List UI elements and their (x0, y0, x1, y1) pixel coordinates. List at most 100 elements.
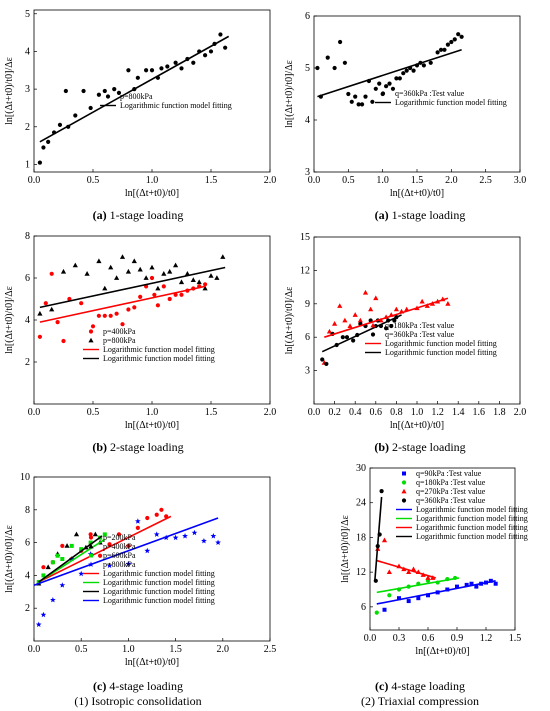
data-point (326, 328, 333, 334)
data-point (173, 60, 178, 65)
y-tick-label: 9 (305, 299, 310, 310)
y-axis-label: ln[(Δt+t0)/t0]/Δε (4, 286, 15, 354)
data-point (159, 66, 164, 71)
fit-line (374, 496, 383, 581)
data-point (72, 262, 78, 268)
fit-line (38, 535, 103, 583)
legend-label: Logarithmic function model fitting (416, 505, 528, 514)
caption-a1: (a) 1-stage loading (93, 208, 184, 222)
y-tick-label: 6 (305, 332, 310, 343)
y-tick-label: 2 (25, 603, 30, 614)
x-tick-label: 0.5 (75, 644, 88, 655)
data-point (41, 565, 46, 570)
data-point (320, 357, 325, 362)
data-point (342, 60, 347, 65)
data-point (145, 515, 150, 521)
legend-label: q=270kPa :Test value (416, 487, 486, 496)
legend-label: Logarithmic function model fitting (416, 514, 528, 523)
data-point (173, 262, 179, 268)
data-point (55, 553, 60, 558)
y-tick-label: 6 (305, 11, 310, 22)
data-point (196, 279, 202, 285)
y-axis-label: ln[(Δt+t0)/t0]/Δε (4, 57, 15, 125)
legend-label: Logarithmic function model fitting (103, 345, 215, 354)
data-point (469, 581, 474, 586)
data-point (488, 578, 493, 583)
data-point (456, 32, 461, 37)
data-point (374, 610, 379, 615)
legend-label: Logarithmic function model fitting (103, 596, 215, 605)
caption-b2: (b) 2-stage loading (374, 440, 465, 454)
data-point (120, 322, 125, 327)
data-point (394, 76, 399, 81)
data-point (406, 569, 412, 575)
data-point (389, 323, 394, 329)
data-point (203, 53, 208, 58)
caption-a2: (a) 1-stage loading (375, 208, 466, 222)
data-point (79, 301, 84, 306)
legend-label: Logarithmic function model fitting (120, 101, 232, 110)
y-tick-label: 2 (25, 357, 30, 368)
data-point (411, 68, 416, 73)
data-point (41, 573, 46, 578)
legend-swatch (401, 488, 407, 494)
data-point (387, 593, 392, 598)
data-point (357, 317, 363, 323)
data-point (390, 86, 396, 91)
y-tick-label: 3 (25, 84, 30, 95)
legend-label: p=800kPa (120, 92, 153, 101)
x-tick-label: 0.0 (308, 407, 321, 418)
x-tick-label: 1.0 (122, 644, 135, 655)
plot-frame (369, 467, 516, 631)
chart-c2: 0.0 0.3 0.6 0.9 1.2 1.5 6 12 18 24 30 ln[(Δt+t0)/t0… (340, 463, 528, 657)
data-point (50, 597, 56, 603)
data-point (90, 324, 96, 329)
data-point (449, 39, 454, 45)
legend-swatch (89, 553, 93, 558)
x-tick-label: 0.0 (28, 175, 41, 186)
data-point (382, 607, 387, 612)
data-point (172, 534, 179, 541)
data-point (332, 321, 338, 326)
data-point (421, 63, 426, 68)
data-point (438, 47, 444, 52)
data-point (108, 264, 114, 270)
data-point (208, 273, 214, 278)
x-tick-label: 1.5 (509, 633, 522, 644)
data-point (64, 543, 70, 548)
data-point (190, 277, 196, 282)
data-point (178, 279, 185, 285)
data-point (102, 88, 107, 94)
chart-a1: 0.0 0.5 1.0 1.5 2.0 1 2 3 4 5 ln[(Δt+t0)/t0] ln[(Δt… (4, 9, 276, 199)
data-point (346, 91, 351, 97)
data-point (442, 47, 447, 52)
data-point (404, 68, 409, 73)
legend-swatch (370, 332, 376, 337)
data-point (155, 285, 161, 291)
data-point (373, 86, 378, 91)
data-point (37, 310, 43, 316)
y-tick-label: 12 (300, 265, 310, 276)
x-tick-label: 0.5 (342, 175, 355, 186)
data-point (125, 268, 131, 274)
legend-label: Logarithmic function model fitting (416, 532, 528, 541)
data-point (159, 507, 164, 512)
legend-swatch (401, 498, 407, 503)
data-point (340, 335, 345, 340)
data-point (126, 307, 131, 312)
caption-c1: (c) 4-stage loading (93, 679, 183, 693)
data-point (349, 99, 354, 104)
y-tick-label: 6 (25, 538, 30, 549)
data-point (315, 65, 320, 71)
x-tick-label: 1.2 (480, 633, 493, 644)
data-point (218, 32, 223, 37)
fit-line (39, 266, 226, 309)
y-tick-label: 3 (305, 167, 310, 178)
fit-line (39, 285, 206, 323)
legend-label: p=200kPa (103, 533, 136, 542)
y-tick-label: 3 (305, 366, 310, 377)
data-point (37, 160, 43, 165)
data-point (63, 88, 68, 94)
data-point (445, 301, 451, 306)
